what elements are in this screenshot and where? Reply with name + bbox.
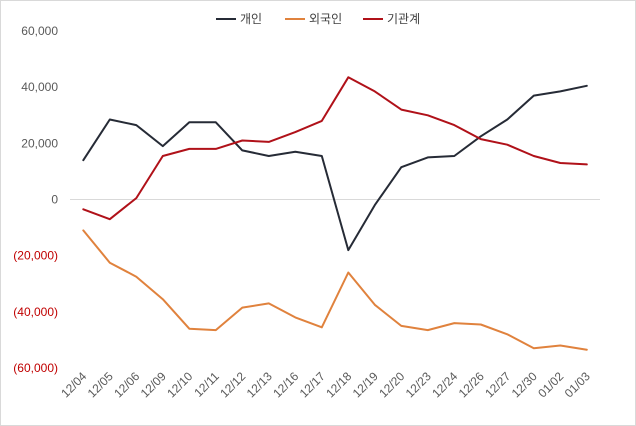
plot-lines [82, 76, 588, 351]
legend-label-series-2: 기관계 [387, 12, 420, 26]
legend-item-series-1: 외국인 [285, 12, 342, 26]
legend-item-series-2: 기관계 [363, 12, 420, 26]
x-tick-label: 12/24 [429, 369, 460, 400]
x-tick-label: 12/12 [217, 369, 248, 400]
y-tick-label: 0 [51, 193, 58, 207]
legend: 개인 외국인 기관계 [216, 12, 420, 26]
y-tick-label: (60,000) [13, 361, 58, 375]
series-line-0 [82, 84, 588, 252]
y-tick-label: 20,000 [21, 136, 58, 150]
y-tick-label: 40,000 [21, 80, 58, 94]
x-tick-label: 01/02 [535, 369, 566, 400]
x-tick-label: 12/04 [58, 369, 89, 400]
x-tick-label: 12/06 [111, 369, 142, 400]
x-tick-label: 12/13 [244, 369, 275, 400]
x-tick-label: 12/11 [191, 369, 222, 400]
x-tick-label: 12/30 [509, 369, 540, 400]
y-tick-label: (20,000) [13, 249, 58, 263]
x-tick-label: 12/17 [297, 369, 328, 400]
x-tick-label: 12/16 [270, 369, 301, 400]
y-axis: 60,000 40,000 20,000 0 (20,000) (40,000) (60,0… [13, 24, 58, 375]
x-tick-label: 12/10 [164, 369, 195, 400]
x-tick-label: 12/20 [376, 369, 407, 400]
x-axis: 12/0412/0512/0612/0912/1012/1112/1212/13… [58, 369, 593, 400]
x-tick-label: 12/27 [482, 369, 513, 400]
x-tick-label: 12/26 [456, 369, 487, 400]
x-tick-label: 01/03 [562, 369, 593, 400]
x-tick-label: 12/09 [138, 369, 169, 400]
legend-label-series-0: 개인 [240, 12, 262, 26]
x-tick-label: 12/19 [350, 369, 381, 400]
legend-item-series-0: 개인 [216, 12, 262, 26]
series-line-1 [82, 229, 588, 351]
series-line-2 [82, 76, 588, 221]
legend-label-series-1: 외국인 [309, 12, 342, 26]
x-tick-label: 12/05 [85, 369, 116, 400]
y-tick-label: (40,000) [13, 305, 58, 319]
y-tick-label: 60,000 [21, 24, 58, 38]
x-tick-label: 12/18 [323, 369, 354, 400]
x-tick-label: 12/23 [403, 369, 434, 400]
